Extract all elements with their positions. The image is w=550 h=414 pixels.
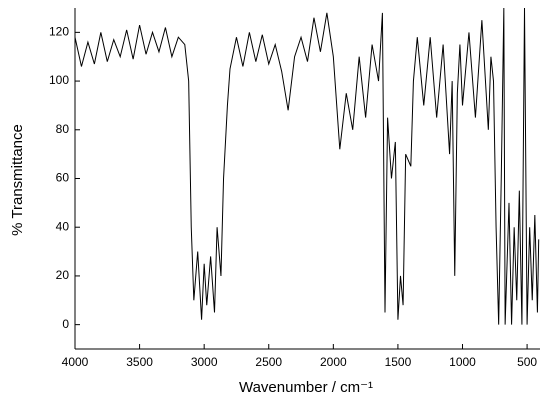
y-tick-label: 80 — [56, 122, 70, 136]
spectrum-line — [74, 7, 540, 325]
y-tick-label: 40 — [56, 219, 70, 233]
x-tick-label: 4000 — [62, 355, 89, 369]
x-tick-label: 3000 — [191, 355, 218, 369]
y-tick-label: 0 — [62, 317, 69, 331]
x-tick-label: 3500 — [126, 355, 153, 369]
x-tick-label: 500 — [517, 355, 537, 369]
x-tick-label: 1500 — [385, 355, 412, 369]
y-axis-title: % Transmittance — [9, 124, 26, 236]
y-tick-label: 120 — [49, 25, 69, 39]
x-tick-label: 2500 — [255, 355, 282, 369]
y-tick-label: 60 — [56, 171, 70, 185]
x-tick-label: 2000 — [320, 355, 347, 369]
x-tick-label: 1000 — [449, 355, 476, 369]
y-tick-label: 100 — [49, 73, 69, 87]
y-tick-label: 20 — [56, 268, 70, 282]
x-axis-title: Wavenumber / cm⁻¹ — [239, 379, 373, 396]
